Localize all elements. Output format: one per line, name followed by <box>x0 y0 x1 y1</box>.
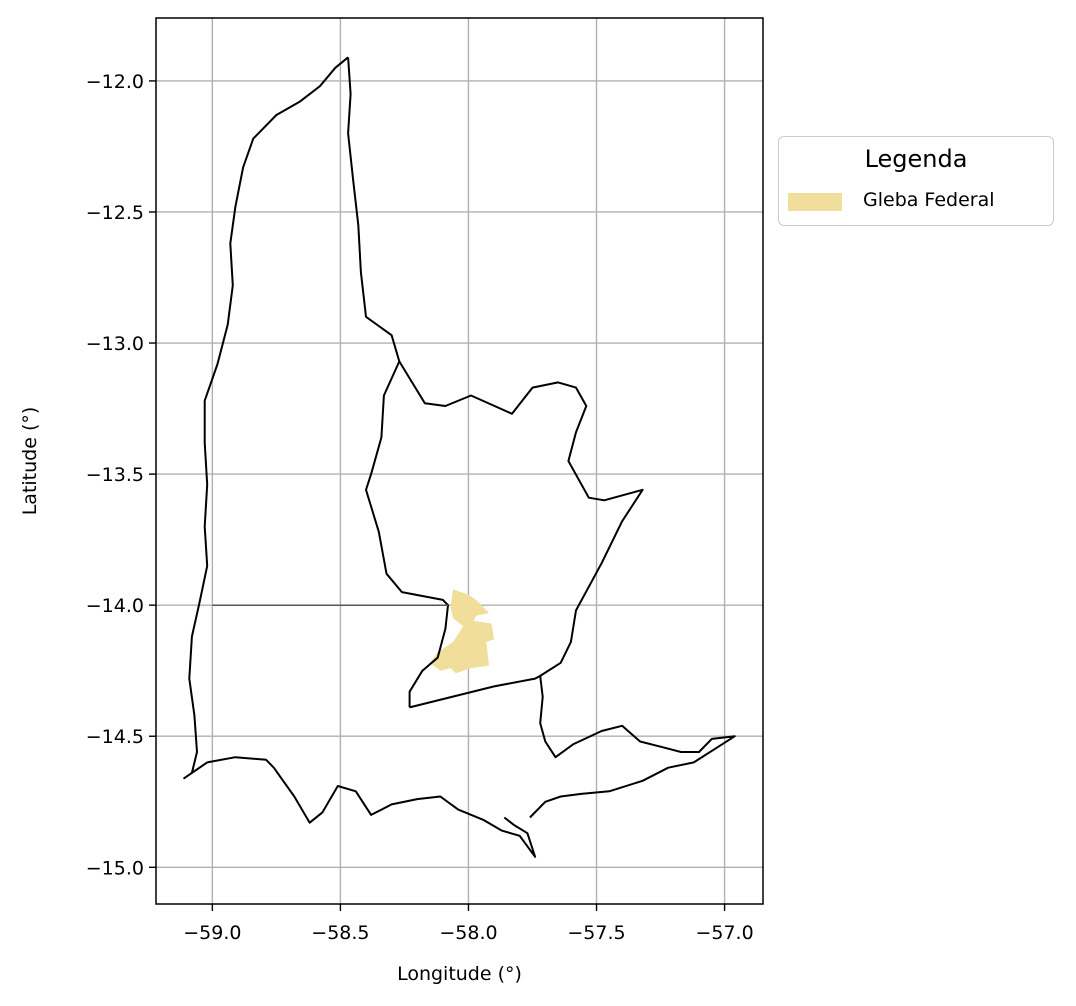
legend: Legenda Gleba Federal <box>778 136 1054 226</box>
x-tick-label: −57.0 <box>695 922 753 944</box>
axes-frame <box>155 17 764 905</box>
legend-label-gleba-federal: Gleba Federal <box>863 189 995 211</box>
x-tick-label: −58.5 <box>311 922 369 944</box>
x-tick-label: −57.5 <box>567 922 625 944</box>
gleba-federal-area <box>430 589 495 674</box>
y-tick-label: −12.0 <box>86 71 144 93</box>
x-tick-label: −59.0 <box>183 922 241 944</box>
east-municipality-boundary <box>529 675 736 819</box>
y-axis-title: Latitude (°) <box>19 407 41 516</box>
legend-title: Legenda <box>864 145 968 173</box>
x-axis-title: Longitude (°) <box>397 963 522 985</box>
west-municipality-boundary <box>183 56 537 858</box>
y-tick-label: −14.0 <box>86 595 144 617</box>
grid-lines <box>156 18 763 904</box>
y-tick-label: −13.0 <box>86 333 144 355</box>
west-municipality-east-boundary <box>347 57 449 708</box>
x-tick-label: −58.0 <box>439 922 497 944</box>
central-municipality-boundary <box>398 360 644 709</box>
y-tick-label: −12.5 <box>86 202 144 224</box>
y-tick-label: −13.5 <box>86 464 144 486</box>
y-tick-label: −14.5 <box>86 726 144 748</box>
map-features <box>183 56 736 858</box>
axis-ticks: −59.0 −58.5 −58.0 −57.5 −57.0 −12.0 −12.5 −13.0… <box>86 71 754 944</box>
y-tick-label: −15.0 <box>86 857 144 879</box>
legend-swatch-gleba-federal <box>788 193 842 211</box>
